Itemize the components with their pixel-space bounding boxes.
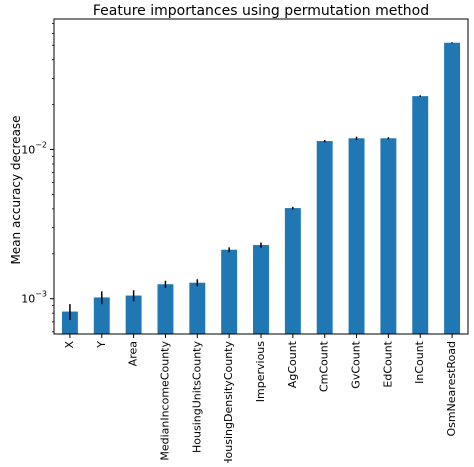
bar <box>61 311 78 334</box>
x-tick-label: MedianIncomeCounty <box>158 341 171 461</box>
chart-title: Feature importances using permutation me… <box>93 3 429 19</box>
x-ticks-layer: X Y Area MedianIncomeCounty HousingUnitsCoun… <box>63 334 458 467</box>
x-tick-label: HousingDensityCounty <box>222 341 235 463</box>
bar <box>157 284 174 334</box>
y-tick-label: 10−2 <box>21 141 47 157</box>
bar <box>412 96 429 334</box>
bars-layer <box>61 42 461 335</box>
x-tick-label: InCount <box>413 340 426 384</box>
bar <box>253 245 269 334</box>
y-tick-label: 10−3 <box>21 290 47 306</box>
x-tick-label: OsmNearestRoad <box>445 341 458 437</box>
x-tick-label: CmCount <box>318 340 331 392</box>
x-tick-label: Y <box>95 341 108 349</box>
x-tick-label: X <box>63 341 76 349</box>
x-tick-label: HousingUnitsCounty <box>190 341 203 454</box>
bar <box>316 141 333 334</box>
error-bars-layer <box>69 42 453 320</box>
x-tick-label: GvCount <box>350 340 363 388</box>
bar <box>125 295 142 334</box>
y-ticks-layer: 10−3 10−2 <box>21 23 54 333</box>
bar <box>189 282 206 334</box>
x-tick-label: Area <box>127 341 140 366</box>
bar <box>221 249 238 334</box>
bar <box>93 297 110 334</box>
bar <box>444 42 461 335</box>
plot-frame <box>53 18 469 335</box>
bar <box>284 208 301 334</box>
x-tick-label: Impervious <box>254 341 267 402</box>
bar <box>348 138 365 334</box>
x-tick-label: AgCount <box>286 340 299 388</box>
x-tick-label: EdCount <box>381 340 394 387</box>
bar <box>380 138 397 334</box>
y-axis-label: Mean accuracy decrease <box>9 115 23 264</box>
